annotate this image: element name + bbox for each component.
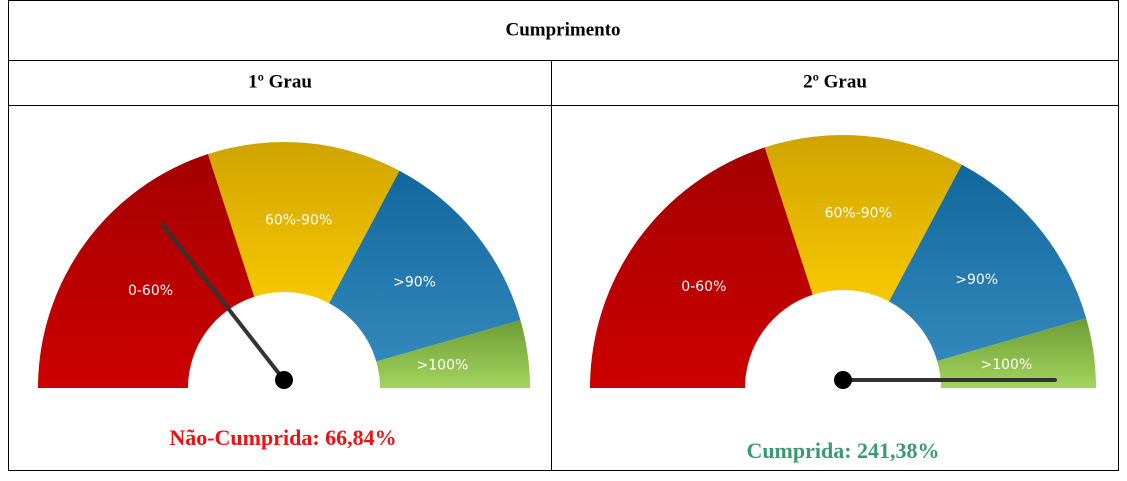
gauge-segment (937, 318, 1096, 388)
gauge-segment (889, 164, 1087, 361)
gauge-label: >90% (393, 274, 436, 290)
gauge-segment (329, 170, 521, 362)
gauge-pivot (834, 371, 852, 389)
gauge-label: 60%-90% (825, 206, 892, 222)
gauge-label: 0-60% (128, 283, 173, 299)
gauge-segment (590, 147, 813, 388)
table-borders (8, 0, 1119, 471)
column-header: 2º Grau (803, 71, 867, 92)
gauge-segment (207, 142, 400, 304)
gauge-needle (160, 222, 286, 382)
status-text: Cumprida: 241,38% (746, 438, 939, 463)
status-text: Não-Cumprida: 66,84% (169, 425, 396, 450)
gauge-label: 60%-90% (265, 213, 332, 229)
column-header: 1º Grau (248, 71, 312, 92)
gauge-label: >90% (955, 272, 998, 288)
gauge-segment (376, 320, 530, 388)
table-title: Cumprimento (505, 19, 620, 40)
gauge-segment (764, 135, 962, 302)
gauge-label: >100% (417, 358, 469, 374)
gauge-label: 0-60% (681, 279, 726, 295)
gauge-pivot (275, 371, 293, 389)
gauge-label: >100% (981, 357, 1033, 373)
gauge-segment (38, 154, 255, 388)
table-border (8, 0, 1119, 471)
